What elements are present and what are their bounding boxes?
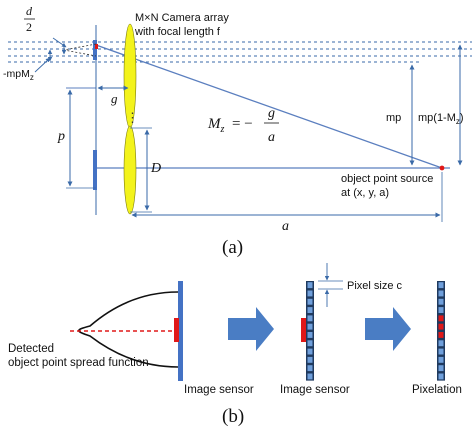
psf-red-band-2 [301,318,306,342]
psf-red-band-1 [174,318,179,342]
object-source-label-1: object point source [341,173,433,185]
sensor-pixel [307,340,313,347]
sensor-pixel [438,290,444,297]
dashed-guide-lines [8,41,472,63]
sensor-pixel [438,298,444,305]
part-a-diagram: ⋮ d 2 M×N Camera array with focal length… [3,4,472,258]
lens-dots: ⋮ [126,110,139,125]
sensor-frame [437,281,445,381]
image-sensor-label-2: Image sensor [280,384,350,396]
caption-a: (a) [222,237,243,258]
sensor-pixel [307,348,313,355]
pixel-size-label: Pixel size c [347,280,403,292]
image-sensor-2 [306,281,314,381]
psf-marker-small [95,44,98,49]
g-label: g [111,91,118,106]
image-sensor-1 [178,281,183,381]
pixelation-label: Pixelation [412,384,462,396]
sensor-pixel [307,365,313,372]
mp-label: mp [386,112,401,124]
d-numerator: d [26,4,33,18]
sensor-pixel [438,340,444,347]
camera-array-label-1: M×N Camera array [135,12,229,24]
process-arrow-1 [228,307,274,351]
svg-text:Mz: Mz [207,116,225,135]
D-label: D [150,161,161,176]
svg-text:= −: = − [232,116,253,132]
sensor-pixel [438,323,444,330]
d-denominator: 2 [26,20,32,34]
sensor-pixel [307,315,313,322]
sensor-pixel [307,290,313,297]
camera-array-label-2: with focal length f [134,26,221,38]
sensor-frame [306,281,314,381]
mz-equation: Mz = − g a [207,106,279,145]
sensor-pixel [438,348,444,355]
part-b-diagram: Pixel size c Detected object point sprea… [8,263,462,427]
psf-label-1: Detected [8,343,54,355]
object-source-label-2: at (x, y, a) [341,187,389,199]
top-sensor [93,40,97,60]
mpmz-arrow [34,57,51,73]
sensor-pixel [438,356,444,363]
svg-text:g: g [268,106,275,121]
sensor-pixel [438,282,444,289]
sensor-pixel [307,356,313,363]
caption-b: (b) [222,406,244,427]
sensor-pixel [307,282,313,289]
sensor-pixel [438,307,444,313]
sensor-pixel [438,332,444,338]
sensor-pixel [307,373,313,380]
sensor-pixel [307,323,313,330]
svg-text:a: a [268,130,275,145]
sensor-pixel [307,298,313,305]
mp1mz-label: mp(1-Mz) [418,112,464,126]
bottom-lens [123,125,137,215]
p-label: p [57,129,65,144]
sensor-pixel [307,332,313,338]
object-point-source [439,165,445,171]
psf-label-2: object point spread function [8,357,149,369]
pixelation-sensor [437,281,445,381]
sensor-pixel [438,365,444,372]
sensor-pixel [438,315,444,322]
sensor-pixel [307,307,313,313]
sensor-pixel [438,373,444,380]
process-arrow-2 [365,307,411,351]
bottom-sensor [93,150,97,190]
image-sensor-label-1: Image sensor [184,384,254,396]
chief-ray-line [95,44,443,169]
mpmz-label: -mpMz [3,68,34,82]
ray-cone [63,43,97,57]
a-label: a [282,219,289,234]
psf-curve [77,291,179,368]
